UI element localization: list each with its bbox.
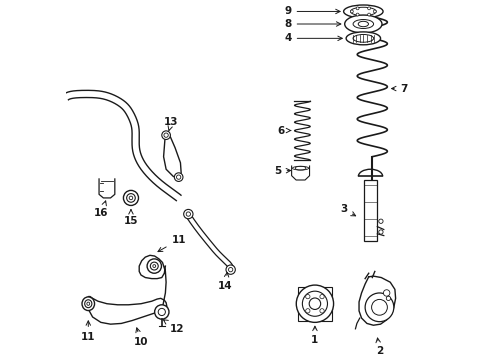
Circle shape (174, 173, 183, 181)
Text: 9: 9 (285, 6, 340, 17)
Ellipse shape (123, 190, 139, 206)
Polygon shape (139, 255, 166, 309)
Ellipse shape (358, 21, 368, 27)
Text: 2: 2 (376, 338, 383, 356)
Circle shape (356, 7, 359, 10)
Text: 13: 13 (164, 117, 179, 131)
Polygon shape (359, 276, 395, 325)
Circle shape (371, 300, 388, 315)
Circle shape (306, 309, 310, 313)
Text: 11: 11 (158, 235, 186, 252)
Text: 6: 6 (277, 126, 291, 135)
Circle shape (184, 210, 193, 219)
Circle shape (368, 13, 370, 16)
Text: 5: 5 (274, 166, 291, 176)
Ellipse shape (150, 262, 158, 270)
Text: 16: 16 (94, 201, 109, 218)
Text: 15: 15 (123, 210, 138, 226)
Bar (364, 180, 377, 241)
Ellipse shape (147, 259, 161, 273)
Circle shape (302, 291, 327, 316)
Circle shape (306, 294, 310, 299)
Circle shape (386, 296, 391, 301)
Circle shape (379, 230, 383, 234)
Circle shape (320, 294, 324, 299)
Circle shape (320, 309, 324, 313)
Ellipse shape (344, 15, 382, 33)
Polygon shape (88, 297, 167, 324)
Ellipse shape (126, 194, 135, 202)
Circle shape (296, 285, 334, 322)
Text: 8: 8 (284, 19, 341, 29)
Ellipse shape (82, 297, 95, 311)
Circle shape (162, 131, 171, 139)
Circle shape (164, 133, 168, 137)
Ellipse shape (346, 32, 381, 45)
Circle shape (155, 305, 169, 319)
Circle shape (368, 7, 370, 10)
Circle shape (356, 13, 359, 16)
Ellipse shape (153, 265, 156, 267)
Circle shape (228, 267, 233, 272)
Circle shape (350, 10, 353, 13)
Circle shape (186, 212, 191, 216)
Ellipse shape (353, 19, 373, 28)
Circle shape (379, 219, 383, 224)
Text: 3: 3 (340, 204, 356, 216)
Text: 14: 14 (218, 273, 233, 291)
Ellipse shape (350, 7, 376, 15)
Ellipse shape (353, 35, 374, 42)
Text: 10: 10 (134, 328, 148, 347)
Polygon shape (164, 132, 181, 178)
Text: 7: 7 (392, 84, 407, 94)
Circle shape (309, 298, 320, 310)
Text: 12: 12 (164, 320, 184, 334)
Ellipse shape (87, 302, 90, 305)
Circle shape (373, 10, 376, 13)
Text: 4: 4 (284, 33, 343, 43)
Circle shape (365, 293, 394, 321)
Circle shape (226, 265, 235, 274)
Ellipse shape (129, 196, 133, 200)
Circle shape (176, 175, 181, 179)
Text: 1: 1 (311, 326, 318, 345)
Circle shape (158, 309, 166, 316)
Polygon shape (292, 166, 310, 180)
Circle shape (383, 290, 390, 296)
Ellipse shape (85, 300, 92, 308)
Text: 11: 11 (81, 321, 96, 342)
Polygon shape (99, 179, 115, 198)
Ellipse shape (343, 5, 383, 18)
